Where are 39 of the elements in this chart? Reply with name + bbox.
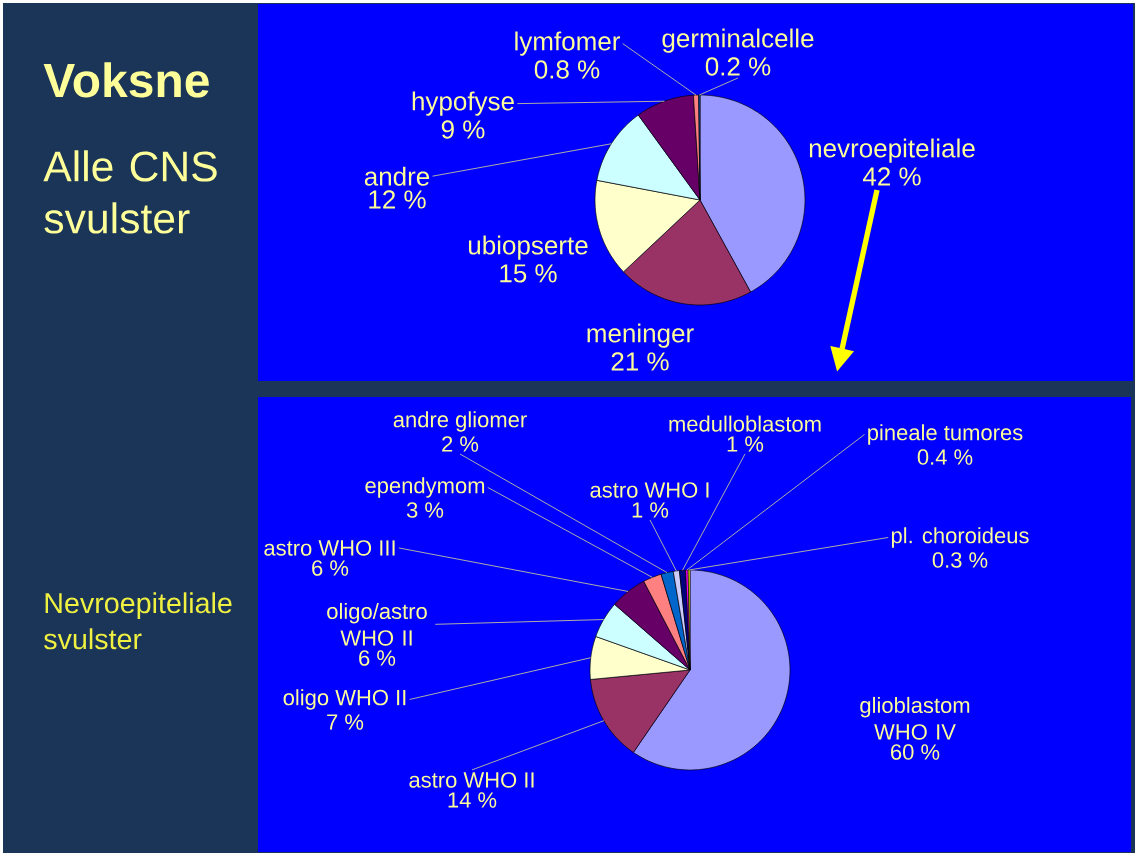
text: Voksne [43, 62, 209, 98]
slice-label: ependymom [365, 477, 485, 498]
data-label: 1 % [632, 502, 669, 518]
data-label: 15 % [500, 264, 557, 283]
data-label: 0.2 % [705, 57, 771, 76]
data-label: 42 % [862, 167, 921, 186]
slice-label: astro WHO III [264, 540, 395, 556]
slice-label: oligo WHO II [283, 689, 406, 710]
slice-label: pl. choroideus [891, 527, 1029, 548]
slice-label: andre gliomer [393, 411, 527, 432]
data-label: 6 % [359, 650, 396, 666]
slice-label: medulloblastom [669, 415, 821, 432]
slice-label: meninger [587, 323, 694, 348]
data-label: 0.4 % [917, 449, 973, 465]
data-label: 7 % [327, 714, 364, 730]
data-label: 0.3 % [932, 552, 988, 568]
data-label: 0.8 % [534, 60, 600, 79]
slice-label: glioblastom WHO IV [860, 696, 970, 740]
slice-label: nevroepiteliale [809, 138, 975, 163]
slice-label: pineale tumores [868, 424, 1023, 445]
slice-label: lymfomer [515, 31, 620, 56]
slice-label: astro WHO II [409, 772, 534, 788]
data-label: 1 % [727, 436, 764, 452]
slice-label: oligo/astro WHO II [327, 602, 427, 646]
text: Nevroepiteliale svulster [44, 592, 232, 650]
data-label: 2 % [442, 436, 479, 452]
data-label: 6 % [312, 560, 349, 576]
data-label: 60 % [891, 744, 940, 760]
data-label: 21 % [611, 352, 669, 371]
slice-label: andre [364, 166, 430, 186]
text: Alle CNS svulster [43, 150, 217, 234]
data-label: 3 % [406, 502, 444, 518]
data-label: 9 % [441, 120, 485, 139]
data-label: 14 % [448, 792, 497, 808]
slice-label: hypofyse [412, 91, 514, 116]
slice-label: ubiopserte [468, 235, 588, 260]
slice-label: astro WHO I [590, 482, 709, 498]
slice-label: germinalcelle [662, 28, 814, 53]
data-label: 12 % [369, 190, 426, 209]
